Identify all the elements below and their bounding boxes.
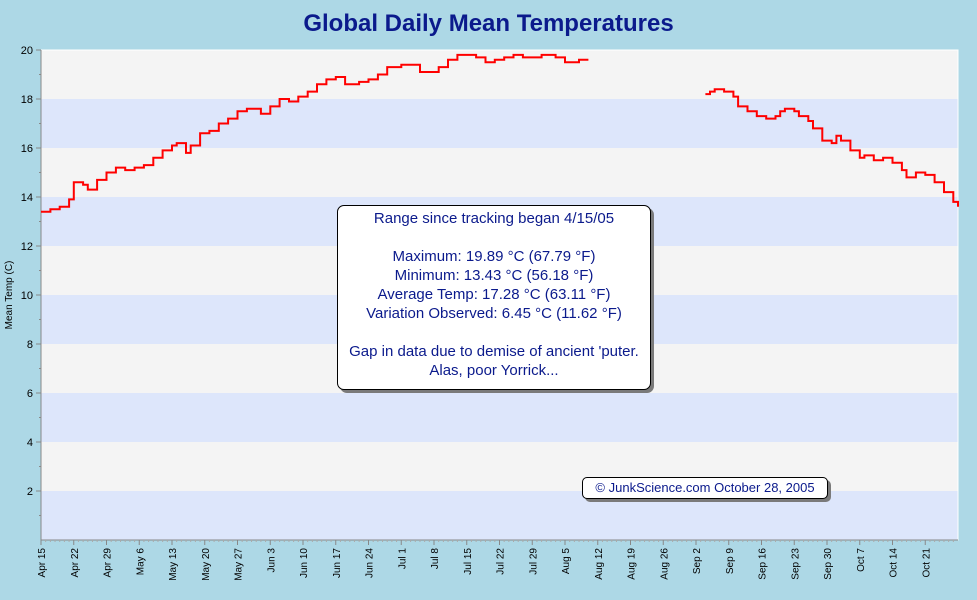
grid-band	[41, 491, 958, 540]
y-tick-label: 4	[27, 437, 33, 449]
x-tick-label: May 13	[168, 548, 179, 581]
x-tick-label: Oct 7	[856, 548, 867, 572]
x-tick-label: May 20	[201, 548, 212, 581]
info-variation: Variation Observed: 6.45 °C (11.62 °F)	[366, 305, 622, 322]
x-tick-label: Sep 2	[692, 548, 703, 575]
series-line-2	[705, 88, 959, 207]
x-tick-label: Jul 8	[430, 548, 441, 570]
y-tick-label: 16	[21, 143, 33, 155]
x-tick-label: Sep 9	[725, 548, 736, 575]
y-axis-label: Mean Temp (C)	[4, 261, 15, 330]
x-tick-label: Jun 10	[299, 548, 310, 578]
grid-band	[41, 50, 958, 99]
info-note-line1: Gap in data due to demise of ancient 'pu…	[349, 343, 639, 360]
x-tick-label: May 27	[234, 548, 245, 581]
y-tick-label: 6	[27, 388, 33, 400]
x-tick-label: Apr 29	[103, 548, 114, 578]
series-line-1	[41, 53, 589, 213]
info-heading: Range since tracking began 4/15/05	[373, 210, 615, 227]
grid-band	[41, 393, 958, 442]
x-tick-label: Aug 5	[561, 548, 572, 575]
x-tick-label: Jul 22	[496, 548, 507, 575]
info-average: Average Temp: 17.28 °C (63.11 °F)	[377, 286, 611, 303]
x-tick-label: Jul 29	[528, 548, 539, 575]
info-minimum: Minimum: 13.43 °C (56.18 °F)	[394, 267, 594, 284]
grid-band	[41, 99, 958, 148]
y-ticks: 2 4 6 8 10 12 14 16 18 20	[21, 45, 41, 516]
x-ticks: Apr 15 Apr 22 Apr 29 May 6 May 13 May 20 May 2…	[37, 540, 954, 581]
x-tick-label: Apr 15	[37, 548, 48, 578]
y-tick-label: 8	[27, 339, 33, 351]
x-tick-label: Aug 19	[627, 548, 638, 580]
x-tick-label: Jul 15	[463, 548, 474, 575]
x-tick-label: Apr 22	[70, 548, 81, 578]
y-tick-label: 18	[21, 94, 33, 106]
grid-band	[41, 148, 958, 197]
chart-title: Global Daily Mean Temperatures	[303, 10, 674, 37]
x-tick-label: May 6	[135, 548, 146, 576]
x-tick-label: Aug 12	[594, 548, 605, 580]
x-tick-label: Oct 14	[889, 548, 900, 578]
info-box: Range since tracking began 4/15/05 Maxim…	[337, 205, 651, 390]
series-lines	[41, 53, 959, 213]
x-tick-label: Sep 30	[823, 548, 834, 580]
y-tick-label: 12	[21, 241, 33, 253]
x-tick-label: Sep 16	[758, 548, 769, 580]
x-tick-label: Oct 21	[921, 548, 932, 578]
x-tick-label: Jul 1	[397, 548, 408, 570]
info-note-line2: Alas, poor Yorrick...	[429, 362, 559, 379]
x-tick-label: Jun 17	[332, 548, 343, 578]
y-tick-label: 14	[21, 192, 33, 204]
y-tick-label: 10	[21, 290, 33, 302]
y-tick-label: 2	[27, 486, 33, 498]
x-tick-label: Sep 23	[790, 548, 801, 580]
x-tick-label: Jun 3	[266, 548, 277, 573]
x-tick-label: Aug 26	[659, 548, 670, 580]
credit-box: © JunkScience.com October 28, 2005	[582, 477, 828, 499]
x-tick-label: Jun 24	[365, 548, 376, 578]
info-maximum: Maximum: 19.89 °C (67.79 °F)	[392, 248, 596, 265]
y-tick-label: 20	[21, 45, 33, 57]
